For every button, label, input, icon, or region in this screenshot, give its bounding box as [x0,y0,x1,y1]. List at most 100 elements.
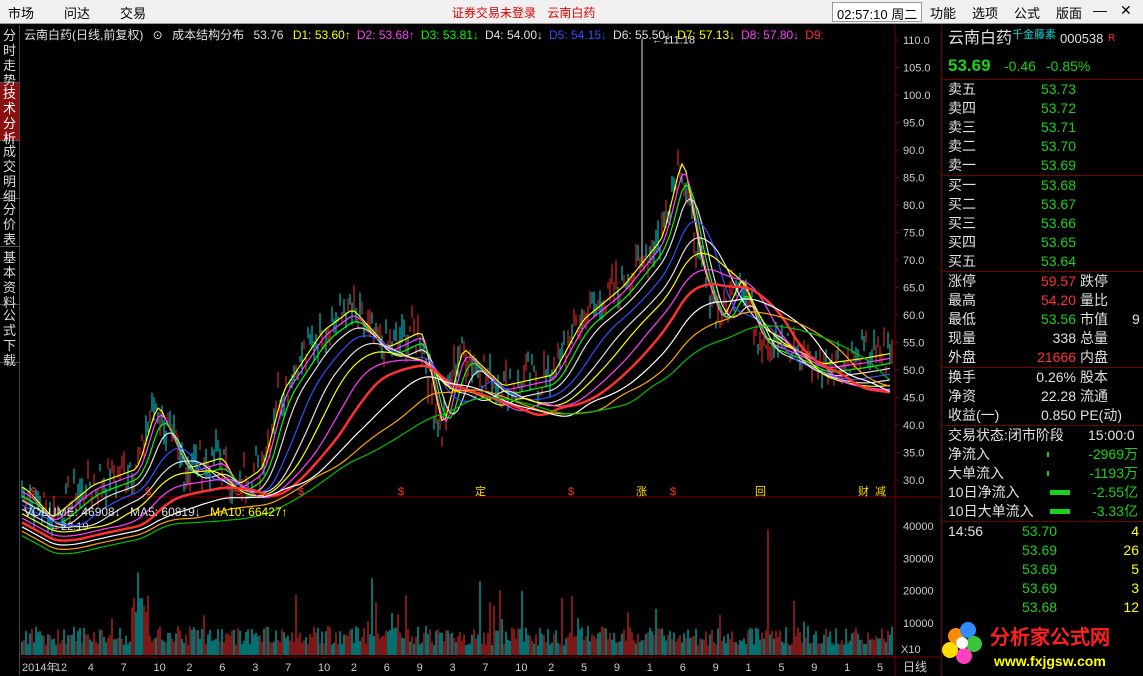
y-tick-label: 45.0 [903,393,924,405]
stat-row: 现量 338 总量 [942,329,1143,348]
divider [942,175,1143,176]
flow-row: 10日净流入 -2.55亿 [942,483,1143,502]
kline-chart[interactable]: 110.0 105.0 100.0 95.0 90.0 85.0 80.0 75.0 70.0 6… [20,25,940,676]
stat-row-label: 最高 [948,292,976,308]
stat-row: 最高 54.20 量比 [942,291,1143,310]
ask-row-value: 53.71 [1040,119,1076,135]
tick-price: 53.70 [1022,523,1058,539]
flow-row: 10日大单流入 -3.33亿 [942,502,1143,521]
trade-state-time: 15:00:0 [1088,427,1135,443]
menu-wenda[interactable]: 问达 [64,6,91,21]
y-tick-label: 75.0 [903,228,924,240]
flow-row-label: 10日大单流入 [948,503,1034,519]
stat-row-value: 54.20 [1040,292,1076,308]
chart-svg[interactable]: 110.0 105.0 100.0 95.0 90.0 85.0 80.0 75.0 70.0 6… [20,25,940,676]
event-marker: $ [398,486,404,498]
tick-qty: 4 [1131,523,1139,539]
quote-code: 000538 [1060,31,1104,46]
tick-list: 14:56 53.70 4 53.69 26 53.69 5 53.69 3 53.68 12 [942,521,1143,617]
x-tick-label: 9 [417,662,423,674]
y-tick-label: 65.0 [903,283,924,295]
x-tick-label: 1 [745,662,751,674]
side-nav: 分时走势 技术分析 成交明细 分价表 基本资料 公式下载 [0,25,20,675]
quote-price: 53.69 [948,56,991,75]
ask-row-value: 53.72 [1040,100,1076,116]
ask-row: 卖四 53.72 [942,99,1143,118]
tick-row: 53.69 3 [942,579,1143,598]
stat-row-value: 338 [1052,330,1076,346]
x-tick-label: 2 [351,662,357,674]
x-tick-label: 2014年 [22,660,57,674]
tab-price-table[interactable]: 分价表 [0,199,19,247]
menu-market[interactable]: 市场 [8,6,35,21]
bid-row: 买五 53.64 [942,252,1143,271]
flower-icon [942,622,982,664]
tab-formula-download[interactable]: 公式下载 [0,305,19,368]
flow-bar [1050,490,1070,495]
bid-row: 买一 53.68 [942,176,1143,195]
menu-function[interactable]: 功能 [930,6,957,21]
stat-row: 净资 22.28 流通 [942,387,1143,406]
tab-technical[interactable]: 技术分析 [0,83,19,146]
menu-trade[interactable]: 交易 [120,6,147,21]
indicator-name: 成本结构分布 [172,28,245,42]
period-label: 日线 [903,660,927,674]
x-tick-label: 7 [121,662,127,674]
tab-fundamentals[interactable]: 基本资料 [0,247,19,310]
indicator-item-2: D2: 53.68↑ [356,28,415,42]
volume-unit: X10 [901,644,921,656]
stat-row-label2: 流通 [1080,388,1108,404]
ask-row-label: 卖五 [948,81,976,97]
stat-row: 收益(一) 0.850 PE(动) [942,406,1143,425]
stat-row-value: 21666 [1037,349,1076,365]
chart-stock-name: 云南白药(日线,前复权) [24,28,144,42]
stat-row-label2: PE(动) [1080,407,1122,423]
money-flows: 净流入 -2969万 大单流入 -1193万 10日净流入 -2.55亿 10日大单流入 -3… [942,445,1143,521]
menu-layout[interactable]: 版面 [1056,6,1083,21]
stat-row: 最低 53.56 市值 9 [942,310,1143,329]
menu-formula[interactable]: 公式 [1014,6,1041,21]
y-tick-label: 95.0 [903,118,924,130]
ask-row-value: 53.69 [1040,157,1076,173]
stats-a: 涨停 59.57 跌停 最高 54.20 量比 最低 53.56 市值 9 现量 338 总量 外盘 216… [942,271,1143,367]
divider [942,521,1143,522]
cost-line-10 [21,298,891,546]
menu-left: 市场 问达 交易 [8,3,176,22]
event-marker: 回 [755,485,766,498]
chart-header: 云南白药(日线,前复权) ⊙ 成本结构分布 53.76 D1: 53.60↑ D2… [24,26,836,43]
tick-price: 53.69 [1022,542,1058,558]
volume-tick-label: 10000 [903,618,934,630]
stat-row-label2: 总量 [1080,330,1108,346]
tab-intraday[interactable]: 分时走势 [0,25,19,88]
quote-title-row: 云南白药 千金藤素 000538 R [942,25,1143,53]
bid-row-value: 53.65 [1040,234,1076,250]
status-message: 证券交易未登录 云南白药 [452,4,603,21]
cost-line-9 [21,283,891,542]
tick-qty: 12 [1123,599,1139,615]
stat-row-label2: 市值 [1080,311,1108,327]
x-tick-label: 7 [482,662,488,674]
cost-line-11 [21,311,891,550]
x-tick-label: 10 [154,662,166,674]
stat-row-label2: 内盘 [1080,349,1108,365]
clock: 02:57:10 周二 [832,2,923,22]
volume-header: VOLUME: 46908↓ MA5: 60819↓ MA10: 66427↑ [24,505,294,519]
login-status[interactable]: 证券交易未登录 [452,6,537,20]
x-tick-label: 2 [548,662,554,674]
flow-row: 大单流入 -1193万 [942,464,1143,483]
event-marker: $ [145,486,151,498]
divider [942,425,1143,426]
indicator-icon[interactable]: ⊙ [152,28,163,42]
flow-bar [1047,471,1049,476]
stat-row-label: 外盘 [948,349,976,365]
trade-state-label: 交易状态:闭市阶段 [948,427,1064,443]
indicator-item-3: D3: 53.81↓ [420,28,479,42]
flow-bar [1047,452,1049,457]
menu-options[interactable]: 选项 [972,6,999,21]
tab-trades[interactable]: 成交明细 [0,141,19,204]
close-button[interactable]: ✕ [1120,2,1132,18]
minimize-button[interactable]: — [1093,2,1107,18]
flow-row-value: -2.55亿 [1092,484,1138,500]
ask-row-label: 卖二 [948,138,976,154]
